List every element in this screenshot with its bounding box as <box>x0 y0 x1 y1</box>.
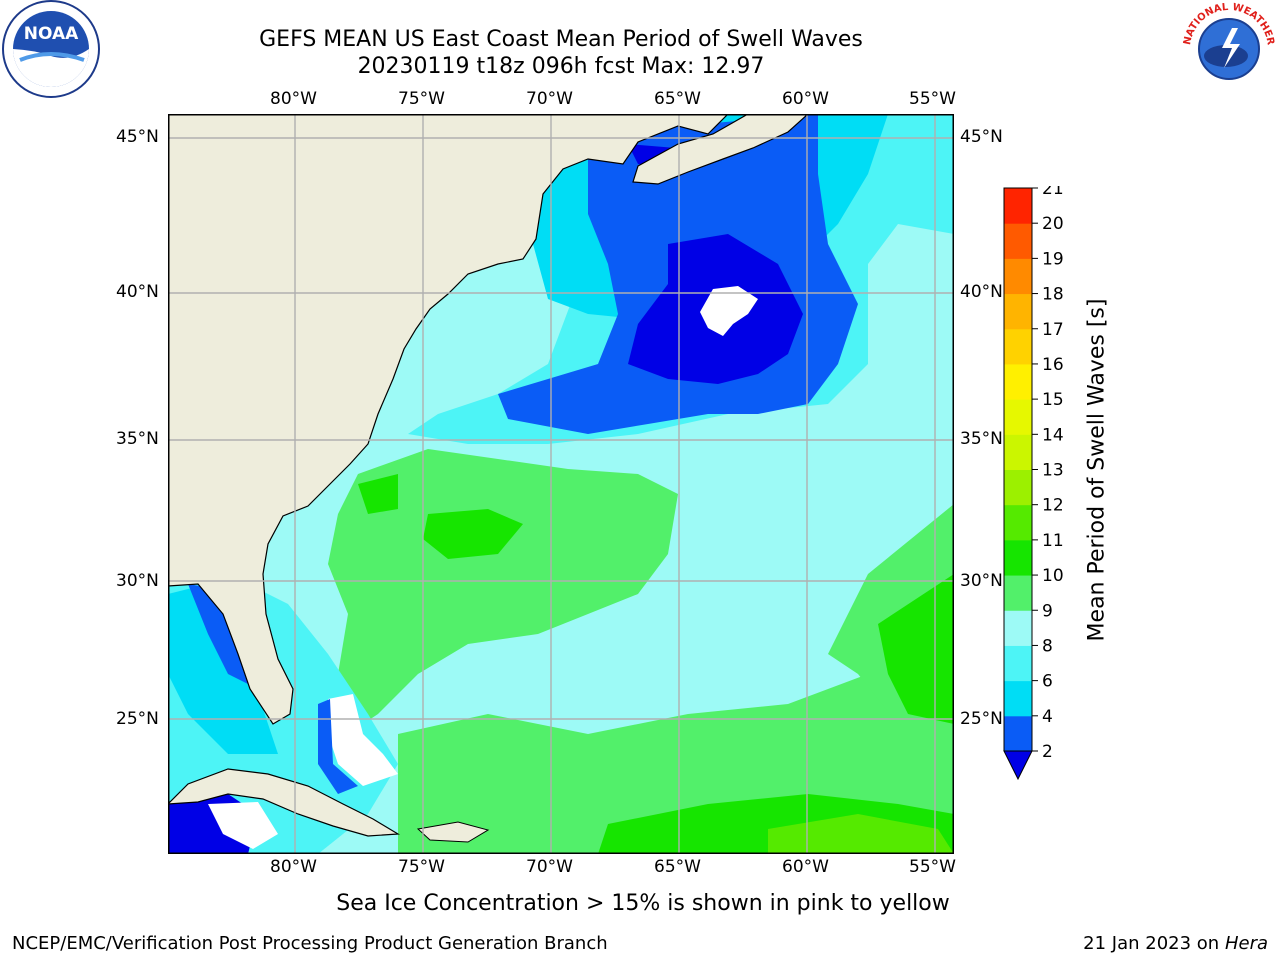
north-america-land <box>168 114 729 725</box>
colorbar-bin <box>1004 258 1032 295</box>
graticule <box>168 114 954 854</box>
map-title: GEFS MEAN US East Coast Mean Period of S… <box>259 27 863 52</box>
lon-label: 75°W <box>398 89 445 109</box>
colorbar-bin <box>1004 504 1032 541</box>
nova-scotia-land <box>632 114 809 185</box>
colorbar-svg: 2 4 6 8 9 10 11 12 13 14 15 16 17 18 19 20 21 <box>1003 179 1064 781</box>
lon-label: 80°W <box>270 857 317 877</box>
lat-label: 45°N <box>960 127 1003 147</box>
lon-label: 75°W <box>398 857 445 877</box>
colorbar-tick-label: 15 <box>1042 390 1064 410</box>
lat-label: 40°N <box>960 282 1003 302</box>
lon-label: 55°W <box>909 89 956 109</box>
swell-contours <box>168 114 954 854</box>
sea-ice-note: Sea Ice Concentration > 15% is shown in … <box>336 891 950 916</box>
colorbar-tick-label: 13 <box>1042 461 1064 481</box>
colorbar-tick-label: 14 <box>1042 425 1064 445</box>
contour-9-10-central <box>318 449 678 734</box>
colorbar-tick-label: 21 <box>1042 186 1064 199</box>
colorbar-tick-label: 19 <box>1042 249 1064 269</box>
hispaniola-land <box>416 821 490 843</box>
lat-label: 30°N <box>960 571 1003 591</box>
lon-label: 55°W <box>909 857 956 877</box>
cuba-land <box>168 768 400 837</box>
colorbar-bin <box>1004 363 1032 400</box>
colorbar-under-extension <box>1003 750 1033 781</box>
lat-label: 35°N <box>116 429 159 449</box>
lon-label: 65°W <box>654 857 701 877</box>
lat-label: 30°N <box>116 571 159 591</box>
contour-10-11-a <box>358 474 398 514</box>
colorbar-bin <box>1004 539 1032 576</box>
lon-label: 80°W <box>270 89 317 109</box>
colorbar-tick-label: 18 <box>1042 285 1064 305</box>
colorbar-tick-label: 20 <box>1042 214 1064 234</box>
lat-label: 25°N <box>116 709 159 729</box>
colorbar-bin <box>1004 328 1032 365</box>
no-data-hole <box>700 286 758 336</box>
lat-label: 35°N <box>960 429 1003 449</box>
contour-11-12 <box>768 814 954 854</box>
colorbar-bin <box>1004 715 1032 752</box>
colorbar-tick-label: 16 <box>1042 355 1064 375</box>
no-data-bahamas <box>328 694 398 786</box>
lat-label: 25°N <box>960 709 1003 729</box>
production-date-text: 21 Jan 2023 on <box>1083 933 1220 954</box>
colorbar-bin <box>1004 645 1032 682</box>
lon-label: 70°W <box>526 89 573 109</box>
nws-logo: NATIONAL WEATHER SERVICE <box>1178 0 1276 96</box>
contour-2-4-bahamas <box>318 699 358 794</box>
colorbar-bin <box>1004 434 1032 470</box>
colorbar-label: Mean Period of Swell Waves [s] <box>1084 298 1110 642</box>
lon-label: 65°W <box>654 89 701 109</box>
contour-2-4-gulf <box>188 584 248 684</box>
producer-credit: NCEP/EMC/Verification Post Processing Pr… <box>12 933 608 954</box>
colorbar-bin <box>1004 223 1032 259</box>
colorbar-bin <box>1004 399 1032 435</box>
production-date: 21 Jan 2023 on Hera <box>1083 933 1268 954</box>
lon-label: 60°W <box>782 89 829 109</box>
colorbar-tick-label: 17 <box>1042 320 1064 340</box>
colorbar-tick-label: 8 <box>1042 636 1053 656</box>
colorbar-tick-label: 9 <box>1042 601 1053 621</box>
colorbar-bin <box>1004 610 1032 646</box>
lat-label: 45°N <box>116 127 159 147</box>
contour-4-6-gulf <box>168 584 278 754</box>
land-masses <box>168 114 809 843</box>
colorbar-bin <box>1004 469 1032 506</box>
colorbar-tick-label: 6 <box>1042 672 1053 692</box>
colorbar-tick-label: 2 <box>1042 742 1053 762</box>
colorbar-tick-label: 11 <box>1042 531 1064 551</box>
lon-label: 70°W <box>526 857 573 877</box>
colorbar-tick-label: 4 <box>1042 707 1053 727</box>
noaa-logo-text: NOAA <box>24 24 79 44</box>
no-data-cuba <box>208 802 278 849</box>
machine-name: Hera <box>1224 933 1268 954</box>
lat-label: 40°N <box>116 282 159 302</box>
colorbar-bin <box>1004 575 1032 611</box>
swell-period-map <box>168 114 954 854</box>
lon-label: 60°W <box>782 857 829 877</box>
contour-10-11-b <box>423 509 523 559</box>
colorbar-bin <box>1004 188 1032 224</box>
forecast-subtitle: 20230119 t18z 096h fcst Max: 12.97 <box>357 54 765 79</box>
colorbar-tick-label: 10 <box>1042 566 1064 586</box>
map-frame <box>168 114 954 854</box>
noaa-logo: NOAA <box>2 0 100 98</box>
colorbar-tick-label: 12 <box>1042 496 1064 516</box>
colorbar-bin <box>1004 293 1032 330</box>
colorbar: 2 4 6 8 9 10 11 12 13 14 15 16 17 18 19 20 21 <box>1000 179 1070 786</box>
colorbar-bin <box>1004 680 1032 717</box>
